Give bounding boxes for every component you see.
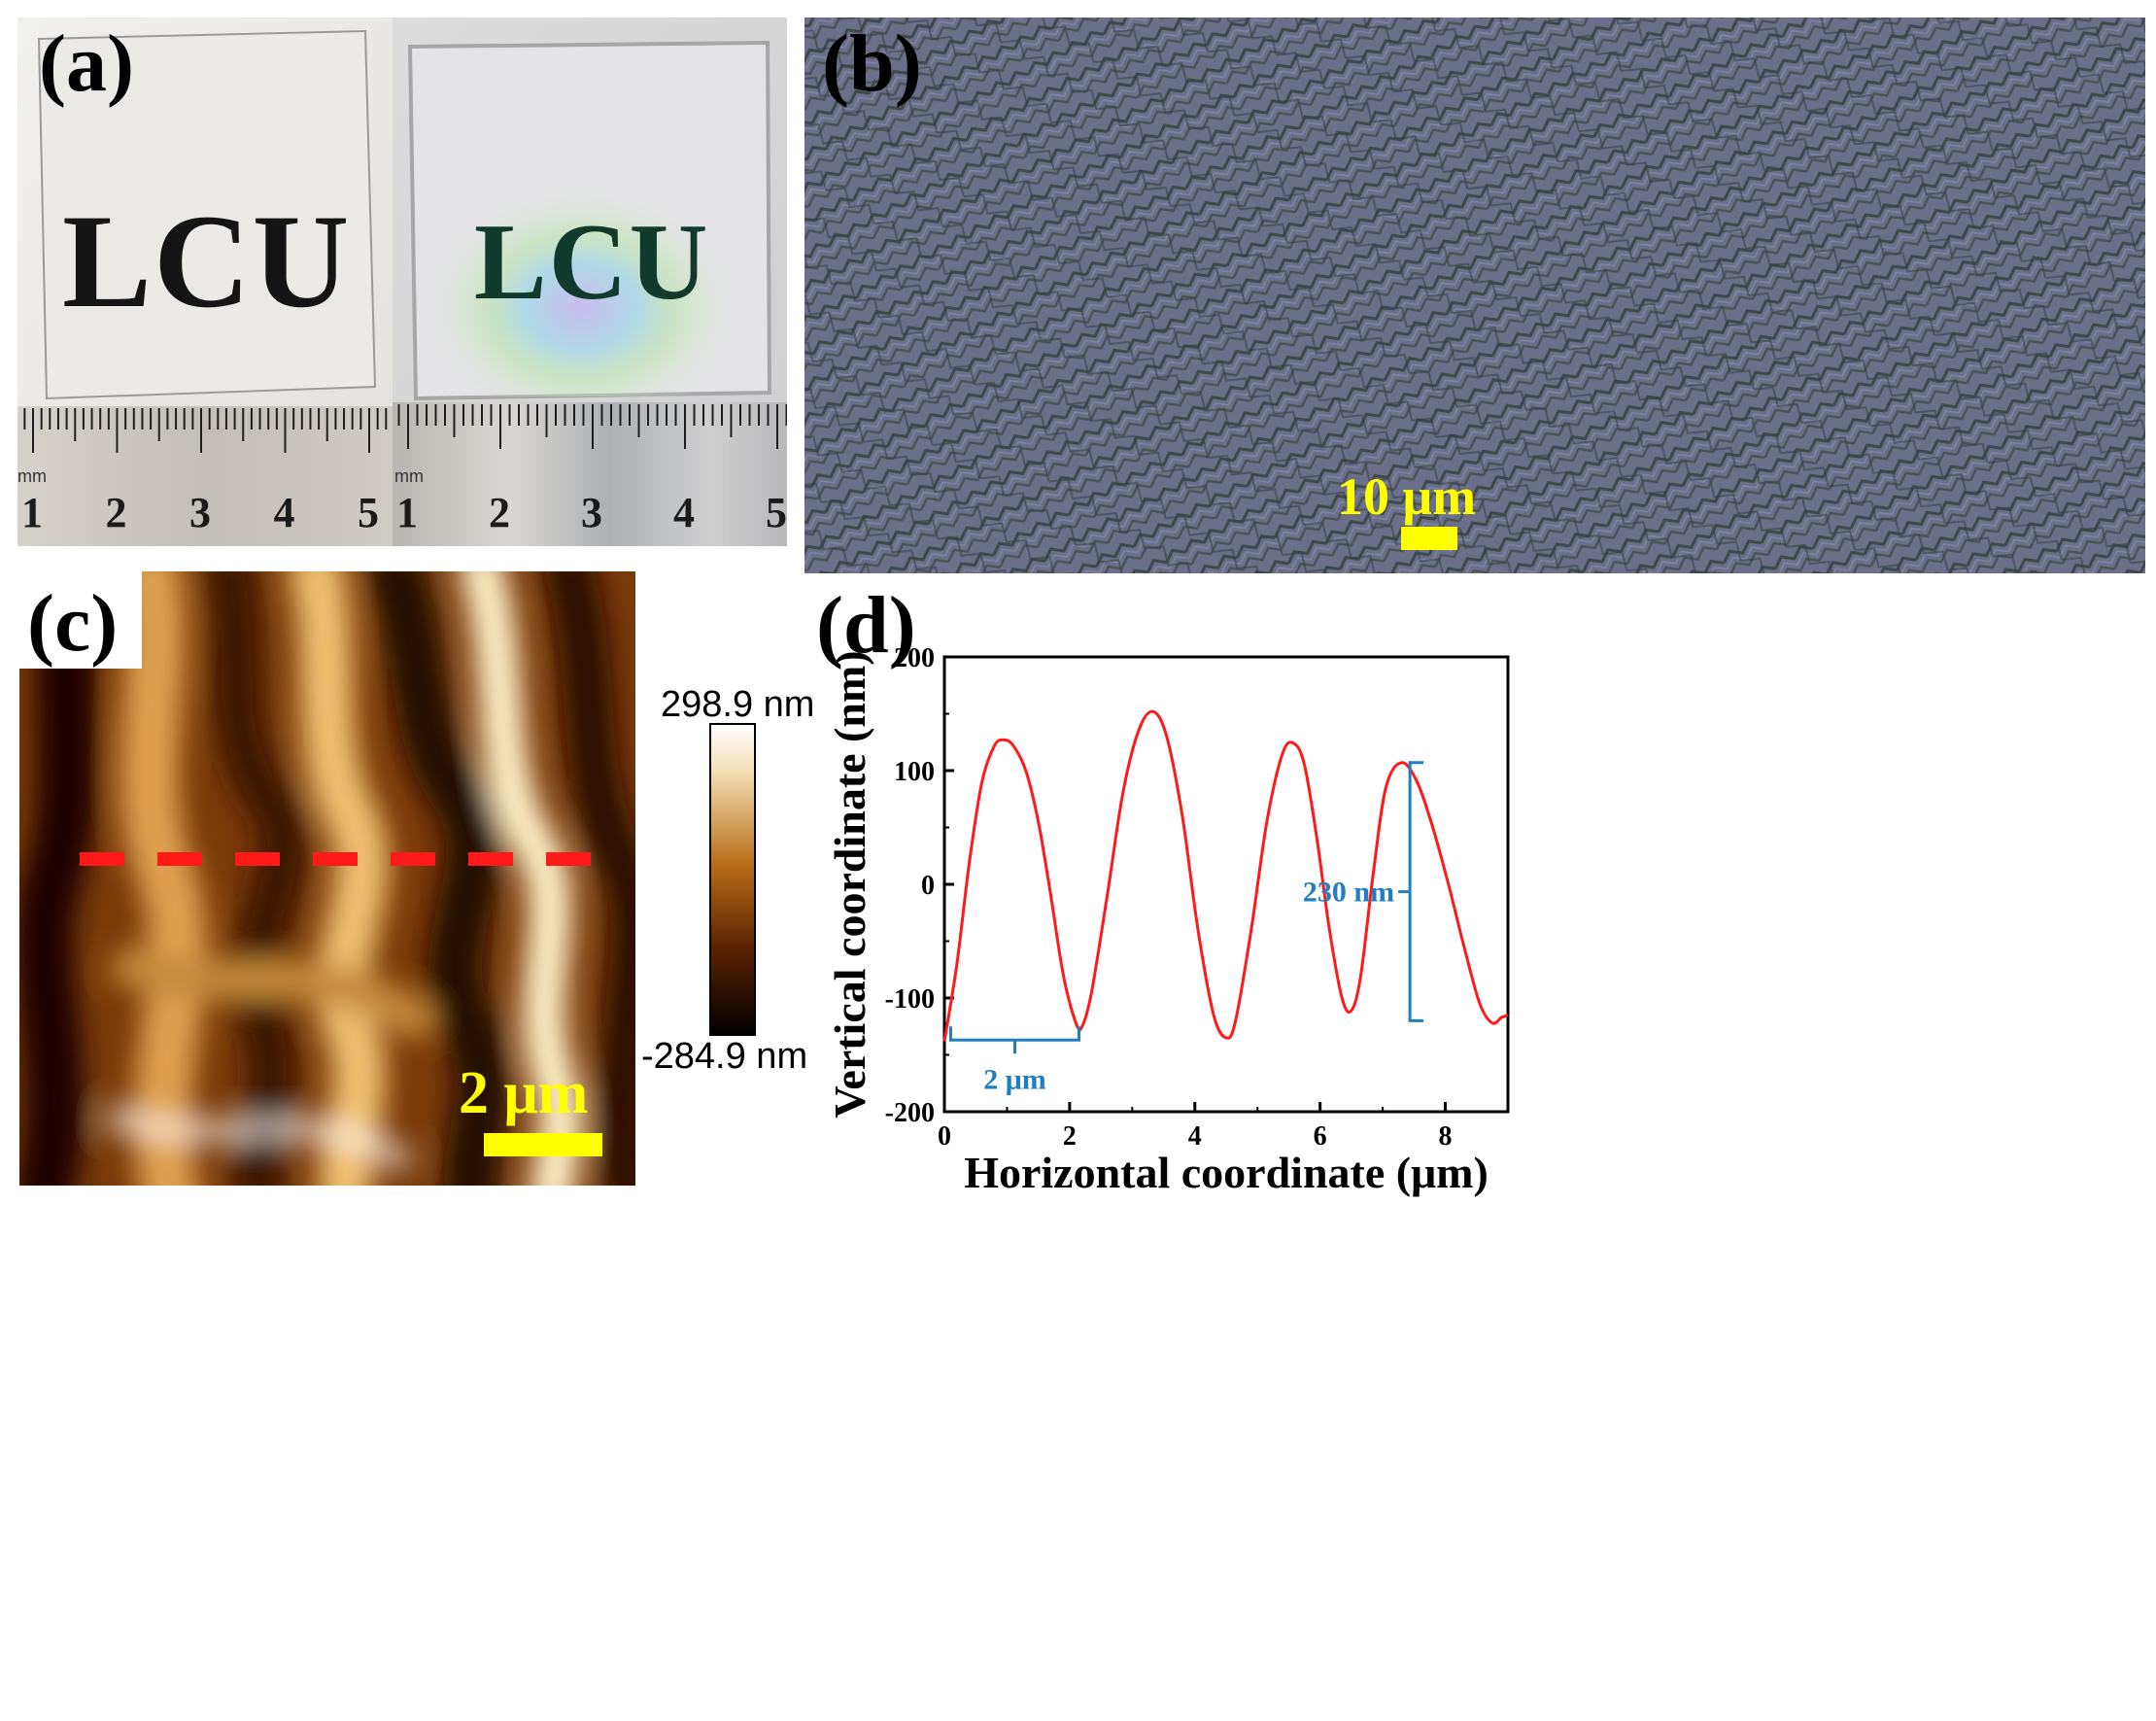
ruler-number: 1 <box>396 489 418 536</box>
amplitude-bracket <box>1398 761 1424 1022</box>
ruler-number: 3 <box>189 489 211 536</box>
wrinkle-texture <box>804 17 2145 573</box>
y-tick-label: 200 <box>894 643 935 673</box>
panel-c-label-tab <box>19 571 142 669</box>
x-tick-label: 4 <box>1188 1121 1202 1152</box>
colorbar <box>709 723 756 1036</box>
period-bracket <box>948 1026 1081 1054</box>
y-tick-label: -100 <box>885 984 935 1015</box>
ruler-number: 5 <box>358 489 379 536</box>
chart-axes: 0 2 4 6 8 -200 -100 0 100 200 <box>885 643 1510 1152</box>
scale-bar-c <box>484 1133 602 1156</box>
y-tick-label: 0 <box>921 871 935 901</box>
photo-scene <box>17 17 787 546</box>
photo-text-left: LCU <box>62 187 352 335</box>
ruler-number: 5 <box>766 489 787 536</box>
scale-bar-label-c: 2 μm <box>459 1060 589 1126</box>
panel-label-a: (a) <box>39 18 134 109</box>
chart-annotations: 2 μm 230 nm <box>948 761 1424 1095</box>
x-tick-label: 2 <box>1063 1121 1077 1152</box>
scale-bar-b <box>1401 527 1457 550</box>
panel-label-c: (c) <box>27 578 119 669</box>
y-axis-label: Vertical coordinate (nm) <box>826 650 874 1118</box>
panel-d-chart: 0 2 4 6 8 -200 -100 0 100 200 2 μm 230 nm Horizont… <box>826 643 1510 1197</box>
amplitude-label: 230 nm <box>1303 877 1394 909</box>
ruler-number: 1 <box>21 489 43 536</box>
ruler-unit-right: mm <box>394 466 424 486</box>
ruler-number: 2 <box>105 489 127 536</box>
scale-bar-label-b: 10 μm <box>1337 467 1477 526</box>
x-axis-label: Horizontal coordinate (μm) <box>964 1148 1489 1197</box>
ruler-unit-left: mm <box>17 466 47 486</box>
ruler-ticks <box>23 404 787 453</box>
colorbar-min-label: -284.9 nm <box>641 1036 808 1077</box>
photo-text-right: LCU <box>474 202 710 323</box>
x-tick-label: 6 <box>1314 1121 1327 1152</box>
ruler-number: 4 <box>673 489 695 536</box>
chart-series <box>942 709 1509 1042</box>
height-profile-line <box>942 709 1509 1042</box>
x-tick-label: 8 <box>1439 1121 1453 1152</box>
panel-label-b: (b) <box>822 18 922 109</box>
panel-label-d: (d) <box>816 580 916 671</box>
period-label: 2 μm <box>983 1063 1046 1095</box>
plot-frame <box>942 655 1510 1114</box>
ruler-number: 3 <box>581 489 602 536</box>
ruler-number: 2 <box>489 489 510 536</box>
ruler-number: 4 <box>273 489 295 536</box>
y-tick-label: -200 <box>885 1098 935 1128</box>
x-tick-label: 0 <box>938 1121 951 1152</box>
panel-b-micrograph: 10 μm <box>804 17 2145 573</box>
y-tick-label: 100 <box>894 757 935 787</box>
colorbar-max-label: 298.9 nm <box>661 684 815 725</box>
